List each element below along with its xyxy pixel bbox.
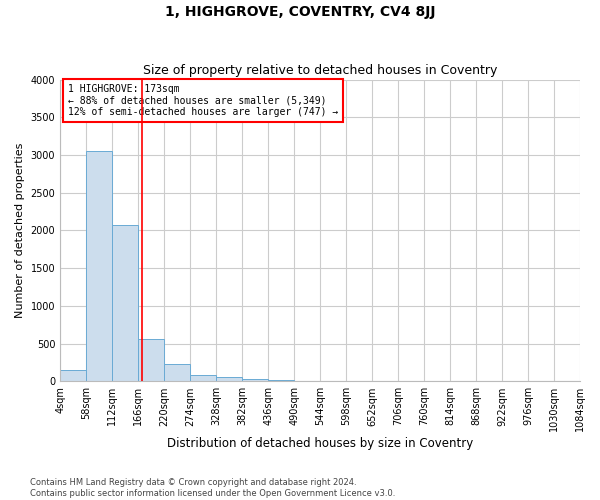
Y-axis label: Number of detached properties: Number of detached properties (15, 143, 25, 318)
Bar (164, 364, 190, 382)
Bar (294, 380, 320, 382)
Text: 1 HIGHGROVE: 173sqm
← 88% of detached houses are smaller (5,349)
12% of semi-det: 1 HIGHGROVE: 173sqm ← 88% of detached ho… (68, 84, 338, 117)
Text: Contains HM Land Registry data © Crown copyright and database right 2024.
Contai: Contains HM Land Registry data © Crown c… (30, 478, 395, 498)
Bar (242, 379, 268, 382)
Bar (60, 370, 86, 382)
Bar (86, 151, 112, 382)
Title: Size of property relative to detached houses in Coventry: Size of property relative to detached ho… (143, 64, 497, 77)
Bar (138, 339, 164, 382)
Text: 1, HIGHGROVE, COVENTRY, CV4 8JJ: 1, HIGHGROVE, COVENTRY, CV4 8JJ (165, 5, 435, 19)
Bar (112, 225, 138, 382)
Bar (190, 375, 216, 382)
X-axis label: Distribution of detached houses by size in Coventry: Distribution of detached houses by size … (167, 437, 473, 450)
Bar (216, 377, 242, 382)
Bar (268, 380, 294, 382)
